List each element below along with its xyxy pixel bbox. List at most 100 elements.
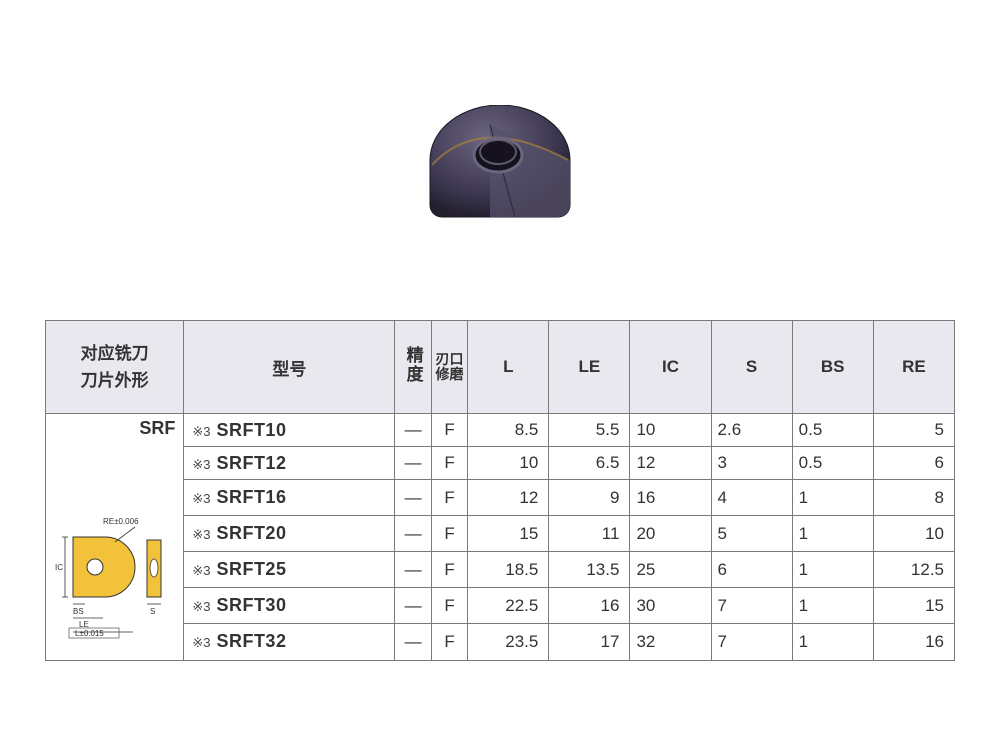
spec-table: 对应铣刀 刀片外形 型号 精度 刃口修磨 L LE IC S BS RE SRF… xyxy=(45,320,955,661)
cell-L: 22.5 xyxy=(468,588,549,624)
model-cell: ※3 SRFT16 xyxy=(184,480,395,516)
cell-IC: 25 xyxy=(630,552,711,588)
cell-IC: 20 xyxy=(630,516,711,552)
svg-text:BS: BS xyxy=(73,607,84,616)
model-name: SRFT10 xyxy=(216,420,286,440)
model-name: SRFT25 xyxy=(216,559,286,579)
cell-L: 18.5 xyxy=(468,552,549,588)
cell-S: 7 xyxy=(711,624,792,660)
cell-L: 23.5 xyxy=(468,624,549,660)
model-name: SRFT30 xyxy=(216,595,286,615)
th-honing: 刃口修磨 xyxy=(431,321,467,414)
cell-RE: 10 xyxy=(873,516,954,552)
model-name: SRFT20 xyxy=(216,523,286,543)
th-LE: LE xyxy=(549,321,630,414)
cell-BS: 0.5 xyxy=(792,447,873,480)
cell-precision: — xyxy=(395,516,431,552)
note-mark: ※3 xyxy=(192,563,210,578)
cell-BS: 0.5 xyxy=(792,414,873,447)
cell-RE: 6 xyxy=(873,447,954,480)
cell-LE: 17 xyxy=(549,624,630,660)
table-row: RE±0.006 IC BS LE L±0.015 S ※3SRFT16—F12… xyxy=(46,480,955,516)
th-IC: IC xyxy=(630,321,711,414)
cell-LE: 11 xyxy=(549,516,630,552)
cell-L: 10 xyxy=(468,447,549,480)
cell-precision: — xyxy=(395,624,431,660)
th-RE: RE xyxy=(873,321,954,414)
cell-precision: — xyxy=(395,480,431,516)
cell-L: 12 xyxy=(468,480,549,516)
cell-RE: 12.5 xyxy=(873,552,954,588)
th-S: S xyxy=(711,321,792,414)
th-L: L xyxy=(468,321,549,414)
cell-honing: F xyxy=(431,588,467,624)
cell-RE: 8 xyxy=(873,480,954,516)
cell-S: 5 xyxy=(711,516,792,552)
th-BS: BS xyxy=(792,321,873,414)
note-mark: ※3 xyxy=(192,491,210,506)
series-label-cell: SRF xyxy=(46,414,184,480)
model-cell: ※3 SRFT20 xyxy=(184,516,395,552)
model-cell: ※3 SRFT30 xyxy=(184,588,395,624)
spec-table-container: 对应铣刀 刀片外形 型号 精度 刃口修磨 L LE IC S BS RE SRF… xyxy=(45,320,955,661)
cell-precision: — xyxy=(395,588,431,624)
th-cutter-shape: 对应铣刀 刀片外形 xyxy=(46,321,184,414)
cell-LE: 16 xyxy=(549,588,630,624)
cell-precision: — xyxy=(395,447,431,480)
cell-honing: F xyxy=(431,480,467,516)
cell-honing: F xyxy=(431,516,467,552)
cell-S: 6 xyxy=(711,552,792,588)
svg-text:LE: LE xyxy=(79,620,89,629)
note-mark: ※3 xyxy=(192,635,210,650)
model-name: SRFT32 xyxy=(216,631,286,651)
cell-honing: F xyxy=(431,624,467,660)
cell-S: 2.6 xyxy=(711,414,792,447)
svg-text:S: S xyxy=(150,607,155,616)
svg-text:IC: IC xyxy=(55,563,63,572)
cell-LE: 9 xyxy=(549,480,630,516)
note-mark: ※3 xyxy=(192,527,210,542)
cell-S: 4 xyxy=(711,480,792,516)
cell-LE: 5.5 xyxy=(549,414,630,447)
table-row: SRF※3SRFT10—F8.55.5102.60.55 xyxy=(46,414,955,447)
spec-table-body: SRF※3SRFT10—F8.55.5102.60.55※3SRFT12—F10… xyxy=(46,414,955,661)
cell-IC: 30 xyxy=(630,588,711,624)
product-insert-photo xyxy=(400,80,600,230)
note-mark: ※3 xyxy=(192,457,210,472)
cell-L: 15 xyxy=(468,516,549,552)
model-name: SRFT16 xyxy=(216,487,286,507)
cell-BS: 1 xyxy=(792,588,873,624)
cell-RE: 16 xyxy=(873,624,954,660)
cell-S: 3 xyxy=(711,447,792,480)
model-cell: ※3 SRFT10 xyxy=(184,414,395,447)
cell-honing: F xyxy=(431,447,467,480)
svg-text:L±0.015: L±0.015 xyxy=(75,629,104,638)
model-cell: ※3 SRFT25 xyxy=(184,552,395,588)
cell-BS: 1 xyxy=(792,516,873,552)
cell-IC: 32 xyxy=(630,624,711,660)
cell-S: 7 xyxy=(711,588,792,624)
svg-text:RE±0.006: RE±0.006 xyxy=(103,517,139,526)
cell-LE: 13.5 xyxy=(549,552,630,588)
cell-L: 8.5 xyxy=(468,414,549,447)
model-name: SRFT12 xyxy=(216,453,286,473)
note-mark: ※3 xyxy=(192,424,210,439)
cell-BS: 1 xyxy=(792,480,873,516)
cell-honing: F xyxy=(431,552,467,588)
cell-BS: 1 xyxy=(792,624,873,660)
cell-precision: — xyxy=(395,552,431,588)
th-precision: 精度 xyxy=(395,321,431,414)
model-cell: ※3 SRFT12 xyxy=(184,447,395,480)
note-mark: ※3 xyxy=(192,599,210,614)
cell-honing: F xyxy=(431,414,467,447)
cell-BS: 1 xyxy=(792,552,873,588)
cell-IC: 10 xyxy=(630,414,711,447)
th-cutter-line1: 对应铣刀 xyxy=(81,344,149,363)
cell-RE: 15 xyxy=(873,588,954,624)
cell-RE: 5 xyxy=(873,414,954,447)
cell-IC: 16 xyxy=(630,480,711,516)
model-cell: ※3 SRFT32 xyxy=(184,624,395,660)
cell-IC: 12 xyxy=(630,447,711,480)
cell-precision: — xyxy=(395,414,431,447)
dimension-diagram-cell: RE±0.006 IC BS LE L±0.015 S xyxy=(46,480,184,661)
